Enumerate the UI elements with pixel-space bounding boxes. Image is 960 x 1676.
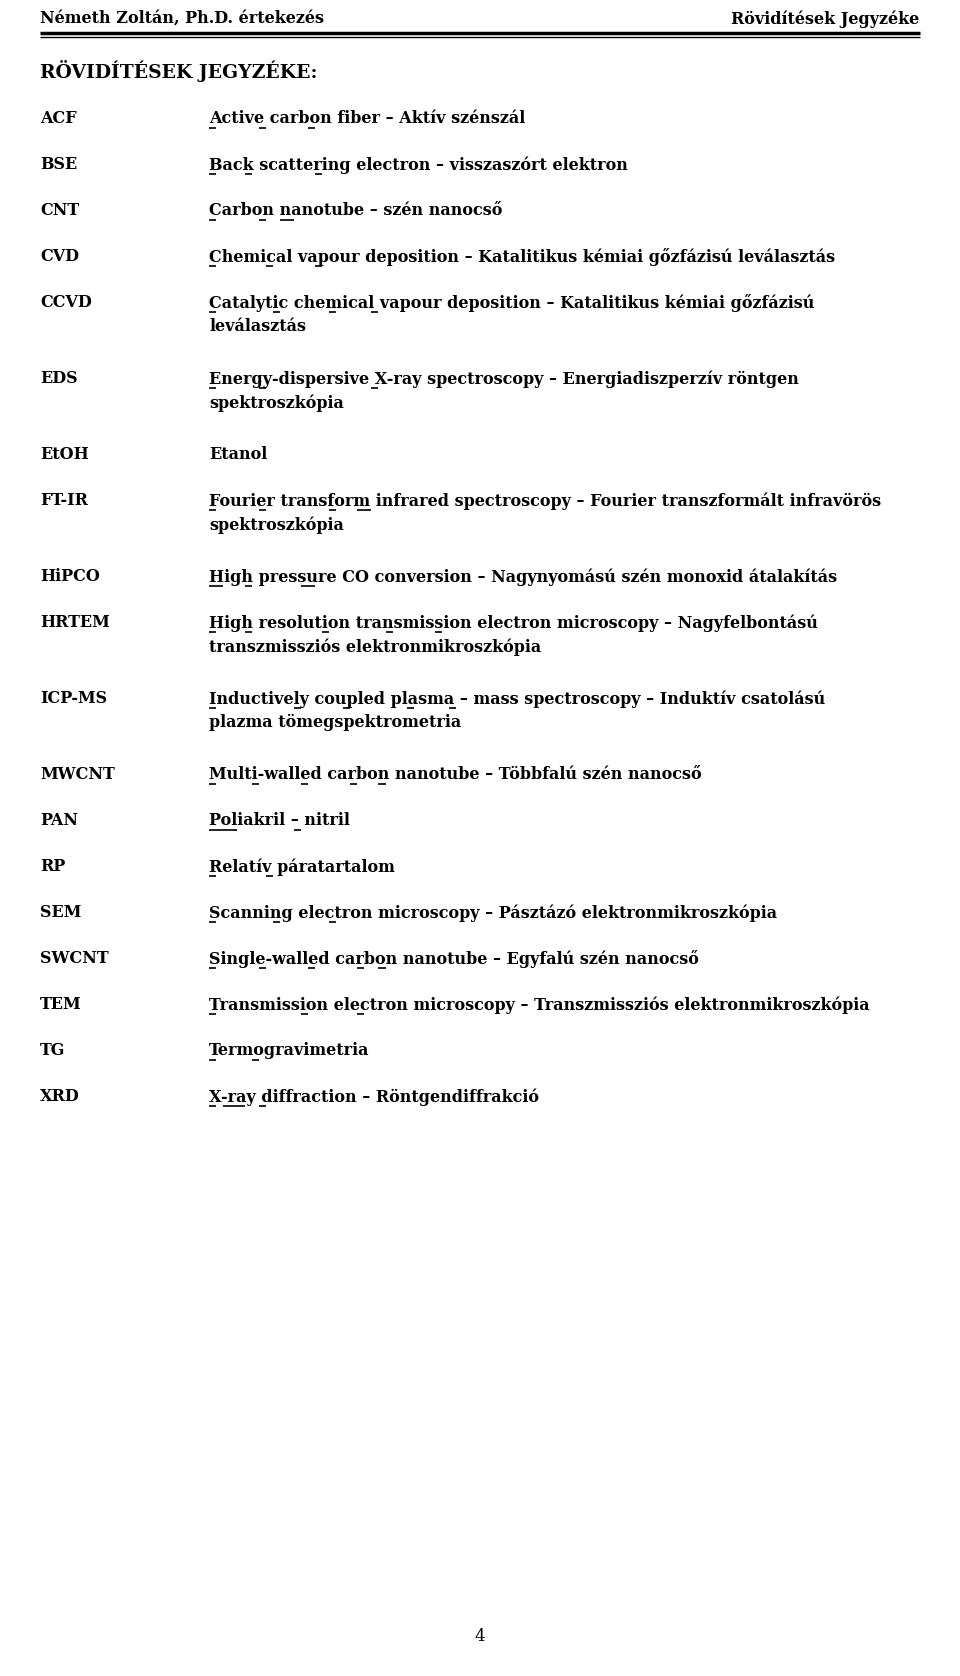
Text: TEM: TEM [40, 996, 82, 1012]
Text: Termogravimetria: Termogravimetria [209, 1042, 370, 1059]
Text: XRD: XRD [40, 1088, 80, 1104]
Text: PAN: PAN [40, 811, 79, 830]
Text: Energy-dispersive X-ray spectroscopy – Energiadiszperzív röntgen: Energy-dispersive X-ray spectroscopy – E… [209, 370, 799, 387]
Text: TG: TG [40, 1042, 65, 1059]
Text: Poliakril – nitril: Poliakril – nitril [209, 811, 350, 830]
Text: Scanning electron microscopy – Pásztázó elektronmikroszkópia: Scanning electron microscopy – Pásztázó … [209, 903, 778, 922]
Text: CVD: CVD [40, 248, 80, 265]
Text: SEM: SEM [40, 903, 82, 922]
Text: Multi-walled carbon nanotube – Többfalú szén nanocső: Multi-walled carbon nanotube – Többfalú … [209, 766, 702, 783]
Text: Catalytic chemical vapour deposition – Katalitikus kémiai gőzfázisú: Catalytic chemical vapour deposition – K… [209, 293, 815, 312]
Text: High pressure CO conversion – Nagynyomású szén monoxid átalakítás: High pressure CO conversion – Nagynyomás… [209, 568, 837, 585]
Text: RP: RP [40, 858, 65, 875]
Text: Single-walled carbon nanotube – Egyfalú szén nanocső: Single-walled carbon nanotube – Egyfalú … [209, 950, 699, 969]
Text: Chemical vapour deposition – Katalitikus kémiai gőzfázisú leválasztás: Chemical vapour deposition – Katalitikus… [209, 248, 835, 266]
Text: HRTEM: HRTEM [40, 613, 110, 630]
Text: Relatív páratartalom: Relatív páratartalom [209, 858, 396, 875]
Text: ICP-MS: ICP-MS [40, 691, 108, 707]
Text: High resolution transmission electron microscopy – Nagyfelbontású: High resolution transmission electron mi… [209, 613, 818, 632]
Text: FT-IR: FT-IR [40, 493, 88, 510]
Text: Etanol: Etanol [209, 446, 268, 463]
Text: plazma tömegspektrometria: plazma tömegspektrometria [209, 714, 462, 731]
Text: leválasztás: leválasztás [209, 318, 306, 335]
Text: CCVD: CCVD [40, 293, 92, 312]
Text: EtOH: EtOH [40, 446, 89, 463]
Text: X-ray diffraction – Röntgendiffrakció: X-ray diffraction – Röntgendiffrakció [209, 1088, 540, 1106]
Text: Rövidítések Jegyzéke: Rövidítések Jegyzéke [732, 10, 920, 27]
Text: Transmission electron microscopy – Transzmissziós elektronmikroszkópia: Transmission electron microscopy – Trans… [209, 996, 870, 1014]
Text: CNT: CNT [40, 203, 80, 220]
Text: Inductively coupled plasma – mass spectroscopy – Induktív csatolású: Inductively coupled plasma – mass spectr… [209, 691, 826, 707]
Text: ACF: ACF [40, 111, 77, 127]
Text: Back scattering electron – visszaszórt elektron: Back scattering electron – visszaszórt e… [209, 156, 628, 174]
Text: RÖVIDÍTÉSEK JEGYZÉKE:: RÖVIDÍTÉSEK JEGYZÉKE: [40, 60, 318, 82]
Text: Fourier transform infrared spectroscopy – Fourier transzformált infravörös: Fourier transform infrared spectroscopy … [209, 493, 881, 510]
Text: BSE: BSE [40, 156, 78, 173]
Text: 4: 4 [474, 1627, 486, 1644]
Text: SWCNT: SWCNT [40, 950, 108, 967]
Text: spektroszkópia: spektroszkópia [209, 516, 344, 533]
Text: Carbon nanotube – szén nanocső: Carbon nanotube – szén nanocső [209, 203, 503, 220]
Text: Németh Zoltán, Ph.D. értekezés: Németh Zoltán, Ph.D. értekezés [40, 10, 324, 27]
Text: Active carbon fiber – Aktív szénszál: Active carbon fiber – Aktív szénszál [209, 111, 525, 127]
Text: MWCNT: MWCNT [40, 766, 115, 783]
Text: HiPCO: HiPCO [40, 568, 100, 585]
Text: EDS: EDS [40, 370, 78, 387]
Text: spektroszkópia: spektroszkópia [209, 394, 344, 412]
Text: transzmissziós elektronmikroszkópia: transzmissziós elektronmikroszkópia [209, 639, 541, 655]
